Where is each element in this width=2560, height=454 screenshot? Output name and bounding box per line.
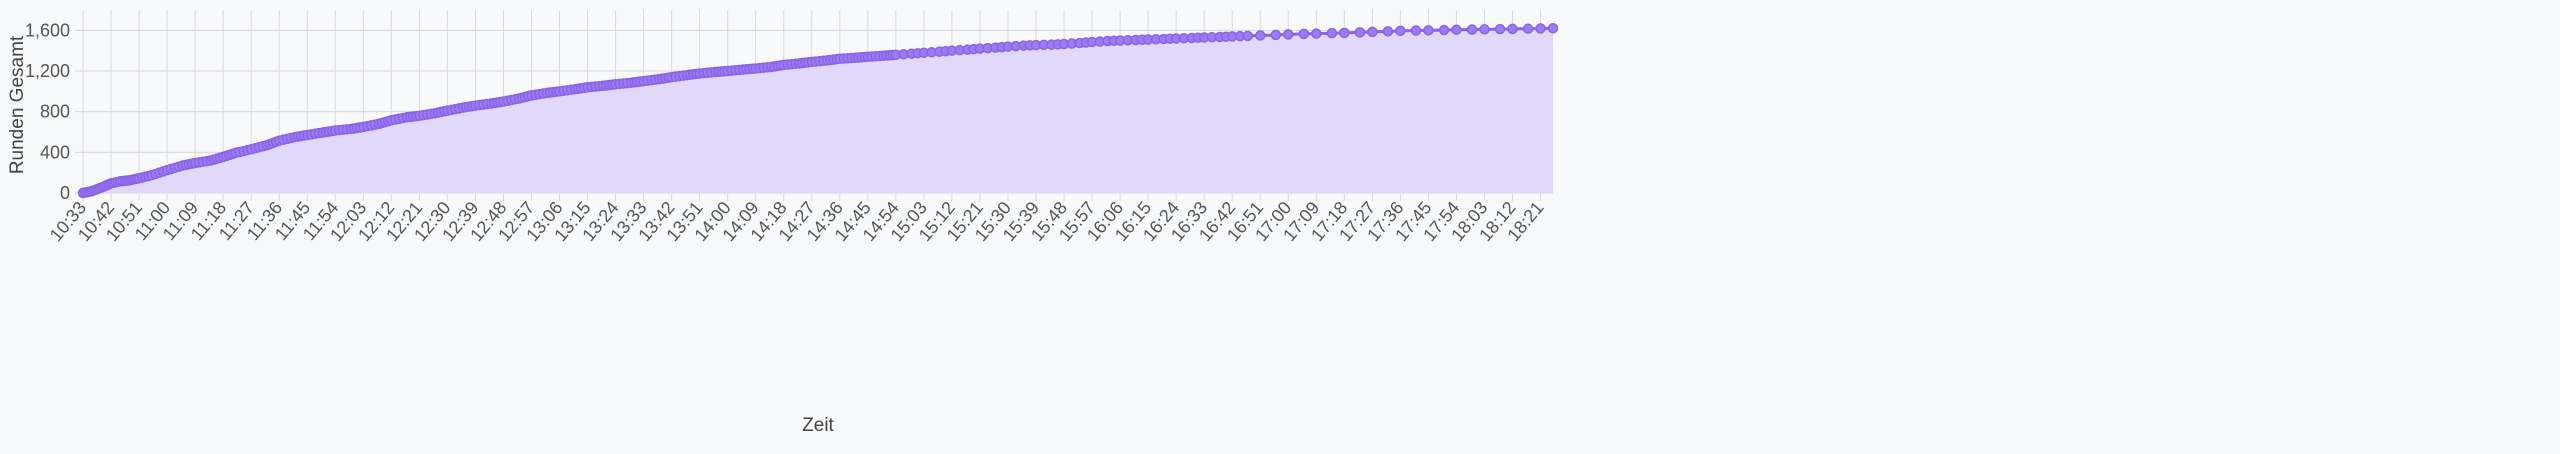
data-point [1522, 23, 1534, 34]
data-point [1367, 26, 1378, 38]
y-tick-label: 800 [40, 102, 70, 122]
data-point [1339, 27, 1350, 39]
y-tick-label: 400 [40, 142, 70, 162]
data-point [1311, 28, 1322, 39]
y-tick-label: 1,600 [25, 20, 70, 40]
data-point [1326, 27, 1338, 39]
data-point [1423, 25, 1434, 36]
area-shape [83, 28, 1553, 193]
data-point [1451, 24, 1462, 35]
data-point [1242, 30, 1254, 42]
y-tick-label: 0 [60, 183, 70, 203]
data-point [1254, 30, 1266, 41]
data-point [1535, 23, 1546, 34]
data-point [1410, 25, 1422, 36]
data-point [1466, 24, 1478, 35]
x-axis-label: Zeit [802, 415, 834, 436]
data-point [1494, 23, 1506, 35]
data-point [1507, 23, 1518, 35]
data-point [1270, 29, 1282, 41]
data-point [1298, 28, 1310, 40]
data-point [1547, 23, 1559, 34]
y-axis-label: Runden Gesamt [7, 35, 28, 174]
area-fill [83, 28, 1553, 193]
data-point [1382, 26, 1394, 37]
y-axis-ticks: 0 400 800 1,200 1,600 [25, 20, 70, 203]
data-point [1438, 24, 1450, 36]
data-point [1283, 29, 1294, 40]
data-point [1479, 24, 1490, 35]
y-tick-label: 1,200 [25, 61, 70, 81]
data-point [1395, 25, 1406, 37]
series-points [77, 23, 1559, 199]
data-point [1354, 27, 1366, 38]
x-axis-ticks: 10:3310:4210:5111:0011:0911:1811:2711:36… [46, 198, 1548, 245]
